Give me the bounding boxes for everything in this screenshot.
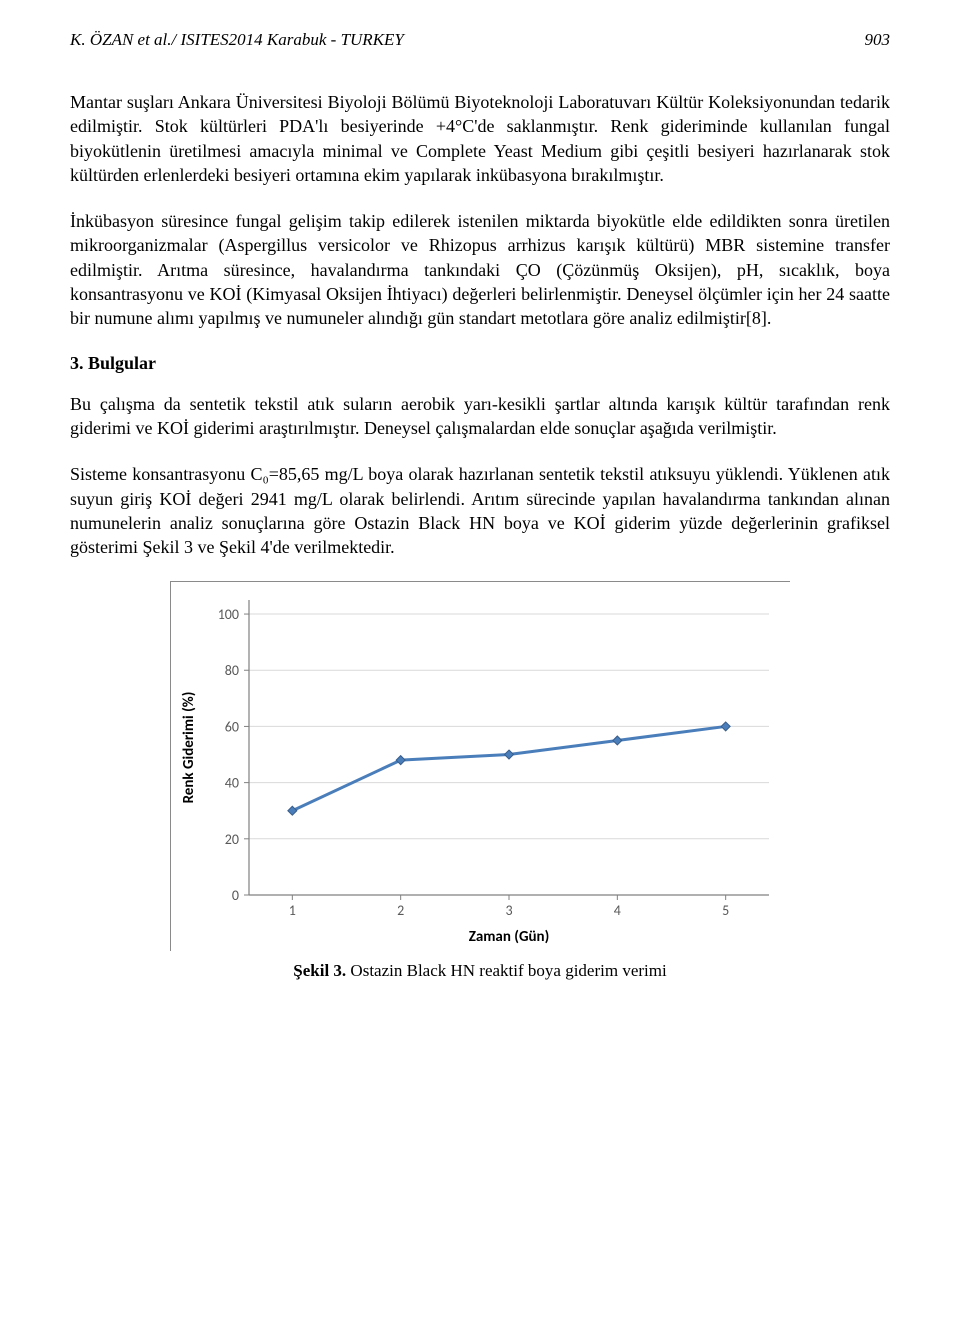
svg-text:20: 20 [225, 831, 239, 848]
svg-text:Renk Giderimi (%): Renk Giderimi (%) [180, 692, 198, 804]
svg-text:80: 80 [225, 663, 239, 680]
svg-text:5: 5 [722, 902, 729, 919]
running-header: K. ÖZAN et al./ ISITES2014 Karabuk - TUR… [70, 30, 890, 50]
line-chart: 0 20 40 60 80 100 1 2 3 4 5 Zaman (Gün) Renk Giderim… [171, 582, 791, 952]
chart-container: 0 20 40 60 80 100 1 2 3 4 5 Zaman (Gün) Renk Giderim… [170, 581, 790, 981]
chart-frame: 0 20 40 60 80 100 1 2 3 4 5 Zaman (Gün) Renk Giderim… [170, 581, 790, 951]
figure-caption: Şekil 3. Ostazin Black HN reaktif boya g… [170, 961, 790, 981]
paragraph-1: Mantar suşları Ankara Üniversitesi Biyol… [70, 90, 890, 187]
header-left: K. ÖZAN et al./ ISITES2014 Karabuk - TUR… [70, 30, 404, 50]
page-number: 903 [865, 30, 891, 50]
paragraph-4: Sisteme konsantrasyonu C₀=85,65 mg/L boy… [70, 462, 890, 559]
paragraph-3: Bu çalışma da sentetik tekstil atık sula… [70, 392, 890, 441]
figure-caption-text: Ostazin Black HN reaktif boya giderim ve… [346, 961, 667, 980]
svg-text:Zaman (Gün): Zaman (Gün) [469, 928, 550, 946]
svg-text:0: 0 [232, 887, 239, 904]
figure-label: Şekil 3. [293, 961, 346, 980]
svg-text:100: 100 [218, 607, 239, 624]
section-title: 3. Bulgular [70, 353, 890, 374]
paragraph-2: İnkübasyon süresince fungal gelişim taki… [70, 209, 890, 330]
page-container: K. ÖZAN et al./ ISITES2014 Karabuk - TUR… [0, 0, 960, 1021]
svg-text:60: 60 [225, 719, 239, 736]
svg-text:4: 4 [614, 902, 621, 919]
svg-text:3: 3 [505, 902, 512, 919]
svg-text:40: 40 [225, 775, 239, 792]
svg-text:1: 1 [289, 902, 296, 919]
svg-text:2: 2 [397, 902, 404, 919]
